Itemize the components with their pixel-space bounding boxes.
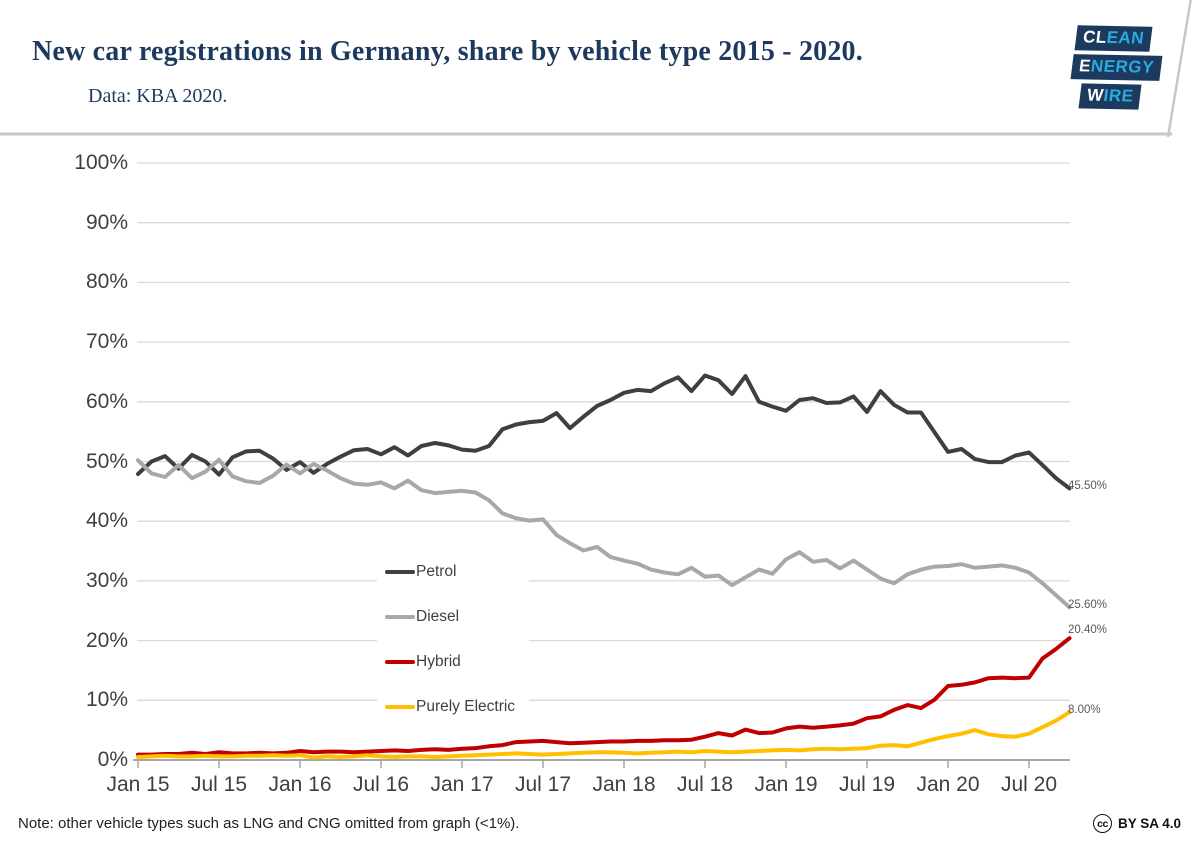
y-tick-label: 100% <box>74 151 128 174</box>
page-title: New car registrations in Germany, share … <box>32 36 863 67</box>
chart-legend: Petrol Diesel Hybrid Purely Electric <box>377 549 529 725</box>
series-line-petrol <box>136 373 1072 491</box>
y-tick-label: 20% <box>85 628 128 652</box>
y-tick-label: 80% <box>85 270 128 294</box>
creative-commons-icon: cc <box>1093 814 1112 833</box>
x-tick-label: Jan 18 <box>592 773 656 796</box>
legend-label: Petrol <box>416 563 457 580</box>
legend-swatch <box>385 570 415 574</box>
data-source-subtitle: Data: KBA 2020. <box>88 85 228 107</box>
license-badge: cc BY SA 4.0 <box>1093 814 1181 833</box>
x-tick-label: Jan 16 <box>268 773 332 796</box>
y-tick-label: 90% <box>85 210 128 234</box>
x-tick-label: Jul 16 <box>352 773 410 796</box>
end-label-petrol: 45.50% <box>1068 480 1108 493</box>
x-tick-label: Jan 20 <box>916 773 980 796</box>
logo-line-wire: WIRE <box>1078 83 1142 110</box>
series-line-purely-electric <box>136 710 1072 760</box>
series-line-hybrid <box>136 636 1072 757</box>
y-tick-label: 60% <box>85 389 128 413</box>
x-tick-label: Jul 15 <box>190 773 248 796</box>
header-divider <box>0 0 1192 138</box>
legend-item-diesel: Diesel <box>385 607 459 627</box>
x-tick-label: Jul 20 <box>1000 773 1058 796</box>
legend-label: Purely Electric <box>416 698 516 715</box>
y-tick-label: 10% <box>85 688 128 712</box>
series-line-diesel <box>136 457 1072 610</box>
legend-item-petrol: Petrol <box>385 562 457 582</box>
legend-item-hybrid: Hybrid <box>385 652 461 672</box>
license-text: BY SA 4.0 <box>1118 816 1182 831</box>
y-tick-label: 50% <box>85 449 128 473</box>
line-chart-plot <box>133 162 1072 768</box>
logo-line-energy: ENERGY <box>1070 54 1163 81</box>
y-tick-label: 0% <box>97 748 128 771</box>
x-tick-label: Jan 19 <box>754 773 818 796</box>
legend-swatch <box>385 705 415 709</box>
y-tick-label: 70% <box>85 330 128 354</box>
x-tick-label: Jan 15 <box>106 773 170 796</box>
x-tick-label: Jul 19 <box>838 773 896 796</box>
x-tick-label: Jul 17 <box>514 773 572 796</box>
legend-swatch <box>385 615 415 619</box>
x-tick-label: Jan 17 <box>430 773 494 796</box>
y-tick-label: 40% <box>85 509 128 533</box>
y-tick-label: 30% <box>85 568 128 592</box>
legend-swatch <box>385 660 415 664</box>
clean-energy-wire-logo: CLEAN ENERGY WIRE <box>1070 25 1163 113</box>
x-tick-label: Jul 18 <box>676 773 734 796</box>
footnote: Note: other vehicle types such as LNG an… <box>18 815 520 832</box>
legend-label: Diesel <box>416 608 460 625</box>
end-label-hybrid: 20.40% <box>1068 624 1108 637</box>
legend-item-purely-electric: Purely Electric <box>385 697 515 717</box>
legend-label: Hybrid <box>416 653 461 670</box>
end-label-purely-electric: 8.00% <box>1068 704 1101 717</box>
end-label-diesel: 25.60% <box>1068 599 1108 612</box>
logo-line-clean: CLEAN <box>1074 25 1153 52</box>
